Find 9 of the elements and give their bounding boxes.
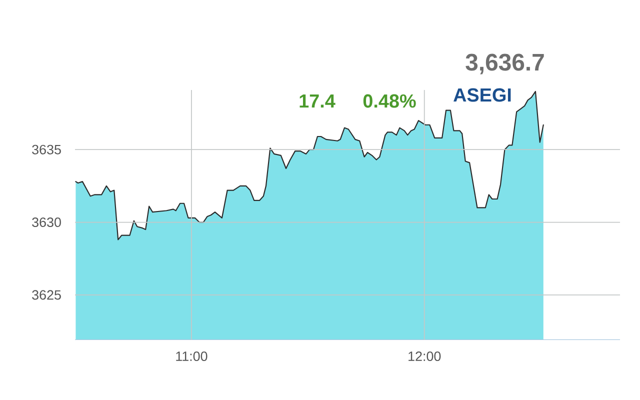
x-tick-label: 12:00 [408,352,441,362]
annotation: 0.48% [363,94,416,108]
annotation: 17.4 [300,94,336,108]
text: 3,636.7 [466,54,544,74]
y-tick-label: 3635 [32,144,61,154]
chart-title: ASEGI [454,88,511,102]
y-tick-label: 3625 [32,290,61,300]
y-tick-label: 3630 [32,218,61,228]
x-tick-label: 11:00 [176,352,208,362]
